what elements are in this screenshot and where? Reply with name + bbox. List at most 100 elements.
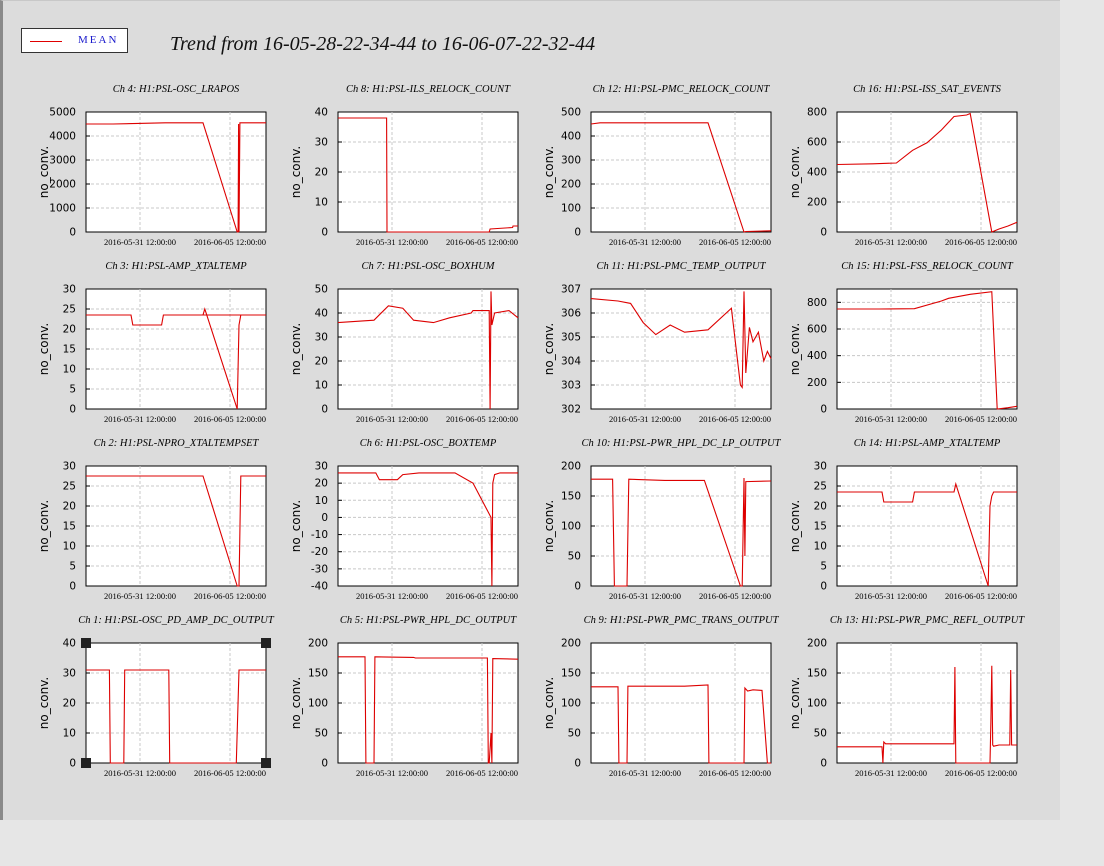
y-tick-label: 10: [315, 380, 328, 392]
y-tick-label: 25: [63, 304, 76, 316]
x-tick-label: 2016-06-05 12:00:00: [699, 237, 771, 247]
plot-area: [337, 288, 519, 410]
y-tick-label: 3000: [49, 155, 76, 167]
chart-title: Ch 2: H1:PSL-NPRO_XTALTEMPSET: [94, 438, 260, 449]
y-tick-label: 50: [568, 551, 581, 563]
chart-title: Ch 5: H1:PSL-PWR_HPL_DC_OUTPUT: [340, 615, 517, 626]
x-tick-label: 2016-06-05 12:00:00: [945, 768, 1017, 778]
series-line: [86, 475, 266, 587]
legend-label: MEAN: [78, 34, 119, 46]
selection-handle: [261, 758, 271, 768]
y-axis-label: no_conv.: [788, 500, 802, 552]
y-tick-label: 303: [561, 380, 581, 392]
y-axis-label: no_conv.: [788, 146, 802, 198]
y-tick-label: 5: [820, 561, 827, 573]
y-tick-label: 200: [561, 179, 581, 191]
series-line: [837, 291, 1018, 410]
x-tick-label: 2016-06-05 12:00:00: [194, 237, 266, 247]
y-tick-label: 600: [807, 324, 827, 336]
y-tick-label: 302: [561, 404, 581, 416]
y-tick-label: 30: [63, 668, 76, 680]
y-tick-label: 0: [321, 404, 328, 416]
legend: MEAN: [21, 28, 128, 53]
y-tick-label: 0: [69, 581, 76, 593]
y-tick-label: 304: [561, 356, 581, 368]
y-tick-label: 10: [315, 495, 328, 507]
y-tick-label: -30: [311, 563, 328, 575]
y-tick-label: 200: [561, 638, 581, 650]
chart-title: Ch 3: H1:PSL-AMP_XTALTEMP: [105, 261, 247, 272]
y-axis-label: no_conv.: [542, 500, 556, 552]
y-tick-label: 150: [308, 668, 328, 680]
y-tick-label: 10: [63, 364, 76, 376]
y-tick-label: 150: [561, 491, 581, 503]
y-tick-label: 30: [315, 137, 328, 149]
y-axis-label: no_conv.: [542, 146, 556, 198]
y-tick-label: 0: [574, 227, 581, 239]
y-tick-label: 30: [315, 332, 328, 344]
y-tick-label: 20: [814, 501, 827, 513]
y-tick-label: 150: [561, 668, 581, 680]
selection-handle: [81, 758, 91, 768]
y-tick-label: 5000: [49, 107, 76, 119]
y-tick-label: 0: [820, 227, 827, 239]
y-tick-label: 0: [69, 227, 76, 239]
chart-panel-16: 0 50 100 150 200 2016-05-31 12:00:00 2016-06-0…: [788, 615, 1025, 778]
series-line: [591, 477, 772, 587]
chart-title: Ch 13: H1:PSL-PWR_PMC_REFL_OUTPUT: [830, 615, 1025, 626]
y-tick-label: 500: [561, 107, 581, 119]
series-line: [837, 481, 1017, 587]
chart-panel-10: -40 -30 -20 -10 0 10 20 30 2016-05-31 12:00:00 20…: [289, 438, 519, 601]
series-line: [86, 122, 266, 233]
y-tick-label: 200: [807, 377, 827, 389]
y-tick-label: 0: [69, 758, 76, 770]
page-title: Trend from 16-05-28-22-34-44 to 16-06-07…: [170, 33, 596, 55]
y-axis-label: no_conv.: [37, 323, 51, 375]
y-tick-label: 25: [814, 481, 827, 493]
y-tick-label: 0: [820, 581, 827, 593]
x-tick-label: 2016-06-05 12:00:00: [446, 591, 518, 601]
y-tick-label: 100: [561, 698, 581, 710]
x-tick-label: 2016-05-31 12:00:00: [104, 414, 176, 424]
y-tick-label: 20: [63, 324, 76, 336]
x-tick-label: 2016-05-31 12:00:00: [855, 237, 927, 247]
chart-panel-6: 0 10 20 30 40 50 2016-05-31 12:00:00 2016-06-05…: [289, 261, 519, 424]
y-tick-label: 40: [315, 107, 328, 119]
chart-title: Ch 4: H1:PSL-OSC_LRAPOS: [113, 84, 240, 95]
y-tick-label: 150: [807, 668, 827, 680]
y-tick-label: 0: [574, 581, 581, 593]
y-tick-label: 0: [321, 758, 328, 770]
y-tick-label: 800: [807, 107, 827, 119]
chart-title: Ch 6: H1:PSL-OSC_BOXTEMP: [360, 438, 497, 449]
y-axis-label: no_conv.: [37, 500, 51, 552]
y-tick-label: 0: [820, 758, 827, 770]
y-tick-label: 15: [814, 521, 827, 533]
y-tick-label: 0: [574, 758, 581, 770]
chart-panel-14: 0 50 100 150 200 2016-05-31 12:00:00 2016-06-0…: [289, 615, 519, 778]
y-tick-label: 800: [807, 297, 827, 309]
chart-panel-8: 0 200 400 600 800 2016-05-31 12:00:00 2016-06-…: [788, 261, 1018, 424]
y-axis-label: no_conv.: [37, 677, 51, 729]
y-tick-label: 0: [69, 404, 76, 416]
x-tick-label: 2016-06-05 12:00:00: [699, 414, 771, 424]
y-tick-label: 200: [807, 197, 827, 209]
chart-title: Ch 9: H1:PSL-PWR_PMC_TRANS_OUTPUT: [584, 615, 780, 626]
plot-area: [337, 465, 519, 587]
y-tick-label: 25: [63, 481, 76, 493]
x-tick-label: 2016-06-05 12:00:00: [446, 768, 518, 778]
chart-panel-7: 302 303 304 305 306 307 2016-05-31 12:00:00 201…: [542, 261, 772, 424]
plot-area: [85, 111, 267, 233]
x-tick-label: 2016-05-31 12:00:00: [609, 414, 681, 424]
legend-line-swatch: [30, 41, 62, 42]
y-axis-label: no_conv.: [542, 677, 556, 729]
y-tick-label: 10: [814, 541, 827, 553]
x-tick-label: 2016-05-31 12:00:00: [356, 237, 428, 247]
chart-panel-9: 0 5 10 15 20 25 30 2016-05-31 12:00:00 2016-06-0…: [37, 438, 267, 601]
series-line: [836, 112, 1018, 233]
series-line: [590, 291, 772, 390]
plot-area: [590, 111, 772, 233]
x-tick-label: 2016-05-31 12:00:00: [855, 591, 927, 601]
x-tick-label: 2016-05-31 12:00:00: [104, 237, 176, 247]
chart-panel-13: 0 10 20 30 40 2016-05-31 12:00:00 2016-06-05 1…: [37, 615, 275, 778]
y-tick-label: 20: [315, 167, 328, 179]
